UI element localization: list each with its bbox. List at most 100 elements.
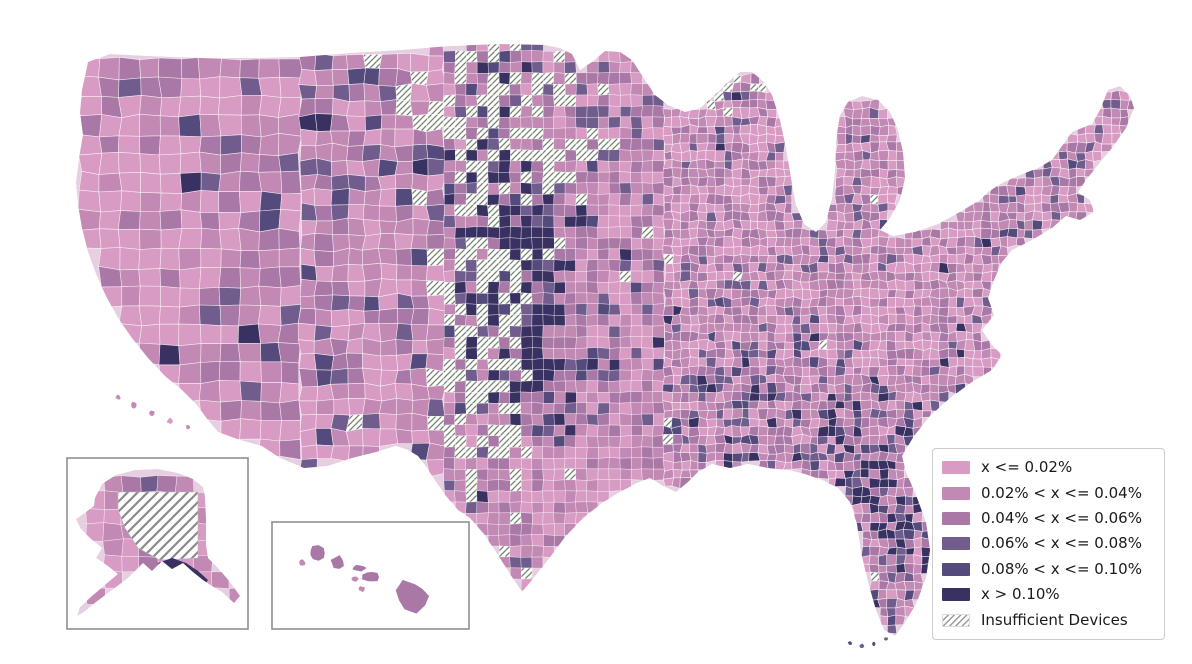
county-cell xyxy=(759,365,767,377)
county-cell xyxy=(520,336,533,349)
county-cell xyxy=(531,436,544,447)
county-cell-insufficient xyxy=(454,61,467,74)
county-cell xyxy=(652,425,665,437)
county-cell xyxy=(198,380,221,403)
county-cell xyxy=(688,133,698,144)
county-cell xyxy=(487,314,500,327)
county-cell xyxy=(861,263,870,274)
county-cell xyxy=(767,186,777,196)
county-cell xyxy=(553,348,566,360)
county-cell xyxy=(362,262,383,282)
county-cell xyxy=(652,160,665,173)
county-cell xyxy=(902,528,916,540)
county-cell xyxy=(912,563,923,575)
county-cell xyxy=(911,365,922,377)
county-cell xyxy=(801,366,811,378)
county-cell xyxy=(586,447,599,459)
county-cell xyxy=(714,340,726,350)
county-cell xyxy=(279,76,302,98)
county-cell xyxy=(138,247,162,270)
county-cell xyxy=(575,215,588,228)
county-cell xyxy=(679,132,691,144)
county-cell xyxy=(520,50,533,63)
county-cell xyxy=(378,247,398,266)
county-cell xyxy=(665,263,675,274)
county-cell xyxy=(608,436,621,448)
county-cell-insufficient xyxy=(542,149,555,162)
county-cell xyxy=(316,157,332,177)
county-cell xyxy=(102,538,124,557)
county-cell xyxy=(619,138,632,151)
county-cell-insufficient xyxy=(465,204,478,217)
county-cell xyxy=(748,392,761,402)
county-cell xyxy=(364,382,382,402)
county-cell xyxy=(1032,219,1044,231)
county-cell-insufficient xyxy=(509,105,522,118)
county-cell xyxy=(765,270,776,282)
county-cell xyxy=(642,425,654,437)
county-cell xyxy=(748,357,761,368)
county-cell xyxy=(972,339,983,352)
county-cell xyxy=(608,182,621,195)
county-cell xyxy=(698,357,708,367)
county-cell xyxy=(843,272,854,281)
county-cell-insufficient xyxy=(531,72,544,85)
county-cell xyxy=(531,424,544,437)
county-cell xyxy=(913,581,924,591)
county-cell xyxy=(1085,132,1096,144)
county-cell xyxy=(330,445,350,462)
county-cell xyxy=(509,556,522,569)
county-cell-insufficient xyxy=(454,73,467,85)
county-cell xyxy=(834,297,844,307)
county-cell xyxy=(894,503,906,515)
county-cell xyxy=(895,390,907,402)
county-cell xyxy=(531,479,544,492)
county-cell xyxy=(1068,201,1079,213)
county-cell xyxy=(938,315,949,324)
county-cell xyxy=(297,307,316,326)
county-cell xyxy=(608,479,621,492)
county-cell xyxy=(520,534,533,547)
county-cell xyxy=(520,402,533,415)
county-cell xyxy=(766,109,778,119)
county-cell xyxy=(498,72,511,85)
county-cell xyxy=(260,382,282,404)
county-cell xyxy=(586,380,599,393)
county-cell xyxy=(905,495,914,507)
county-cell xyxy=(705,279,718,290)
county-cell xyxy=(630,270,643,283)
county-cell xyxy=(158,57,183,79)
county-cell xyxy=(757,254,769,264)
county-cell xyxy=(972,366,984,378)
county-cell xyxy=(498,94,511,107)
county-cell xyxy=(465,94,478,107)
county-cell xyxy=(844,367,855,376)
county-cell xyxy=(860,453,871,461)
county-cell xyxy=(886,434,896,445)
county-cell xyxy=(257,305,282,326)
county-cell xyxy=(852,108,864,120)
county-cell xyxy=(380,262,398,281)
county-cell xyxy=(870,168,881,178)
county-cell xyxy=(278,266,301,289)
county-cell xyxy=(766,453,778,461)
county-cell xyxy=(531,237,544,250)
county-cell xyxy=(1100,143,1113,153)
county-cell xyxy=(77,189,101,213)
county-cell-insufficient xyxy=(443,314,456,326)
county-cell-insufficient xyxy=(869,571,880,582)
county-cell xyxy=(972,350,983,360)
county-cell xyxy=(314,97,334,115)
county-cell xyxy=(565,380,577,393)
county-cell-insufficient xyxy=(509,281,522,294)
county-cell xyxy=(361,144,382,162)
county-cell xyxy=(330,174,350,191)
county-cell xyxy=(800,384,812,394)
county-cell xyxy=(410,307,430,326)
county-cell xyxy=(586,292,599,304)
county-cell xyxy=(466,61,478,74)
county-cell xyxy=(98,286,123,308)
county-cell xyxy=(542,424,555,437)
county-cell xyxy=(597,105,610,118)
county-cell-insufficient xyxy=(564,171,577,184)
